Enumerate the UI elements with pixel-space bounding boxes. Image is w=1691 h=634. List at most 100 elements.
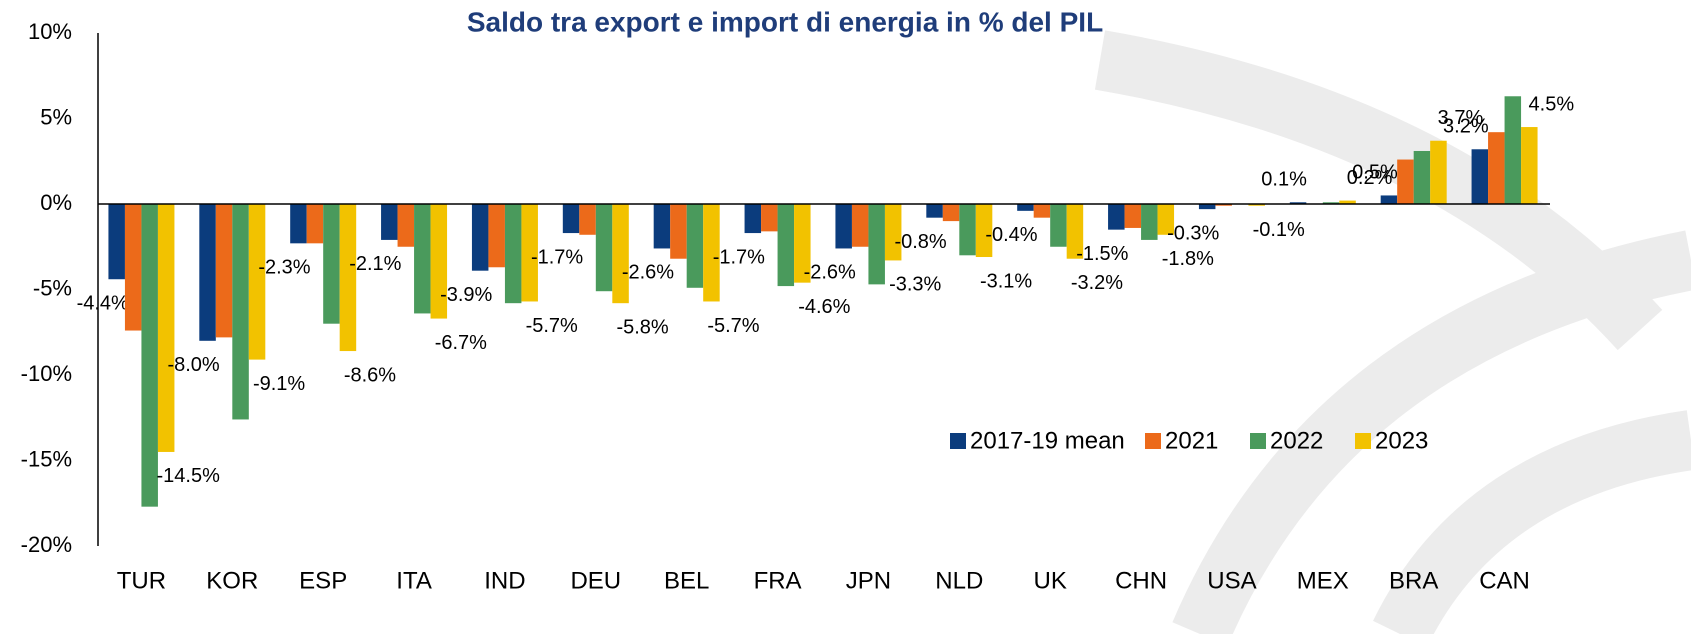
bar	[108, 204, 125, 280]
bar	[595, 204, 613, 292]
data-label: -0.8%	[894, 231, 946, 253]
bar	[1413, 150, 1431, 204]
x-tick-label: ITA	[396, 567, 432, 594]
data-label: 3.7%	[1438, 107, 1484, 129]
data-label: -1.7%	[531, 246, 583, 268]
data-label: -6.7%	[435, 332, 487, 354]
x-tick-label: FRA	[754, 567, 802, 594]
bar	[959, 204, 976, 256]
bar	[1322, 202, 1340, 204]
bar	[761, 204, 778, 232]
bar	[1248, 204, 1265, 206]
data-label: -3.1%	[980, 270, 1032, 292]
x-tick-label: CAN	[1479, 567, 1530, 594]
legend-swatch	[950, 433, 966, 449]
bar	[942, 204, 960, 222]
y-tick-label: -20%	[21, 532, 72, 557]
x-tick-label: USA	[1207, 567, 1256, 594]
bar	[868, 204, 885, 285]
legend-label: 2017-19 mean	[970, 427, 1125, 454]
bar	[777, 204, 795, 287]
legend-swatch	[1250, 433, 1266, 449]
data-label: 3.2%	[1443, 116, 1489, 138]
bar	[653, 204, 671, 249]
data-label: -5.7%	[707, 315, 759, 337]
bar	[215, 204, 233, 338]
data-label: -3.3%	[889, 274, 941, 296]
data-label: -1.5%	[1076, 243, 1128, 265]
data-label: -8.6%	[344, 364, 396, 386]
bar	[1141, 204, 1158, 240]
legend-swatch	[1355, 433, 1371, 449]
y-tick-label: 5%	[40, 104, 72, 129]
bar	[1521, 127, 1538, 204]
bar	[1157, 204, 1175, 235]
data-label: -5.7%	[526, 315, 578, 337]
bar	[562, 204, 580, 234]
bar	[199, 204, 216, 341]
chart-title: Saldo tra export e import di energia in …	[467, 6, 1103, 37]
data-label: -4.4%	[77, 293, 129, 315]
x-tick-label: BEL	[664, 567, 709, 594]
data-label: -1.8%	[1162, 248, 1214, 270]
legend-swatch	[1145, 433, 1161, 449]
bar	[414, 204, 431, 314]
data-label: -14.5%	[157, 465, 221, 487]
bar	[1471, 149, 1489, 204]
bar	[612, 204, 629, 304]
x-tick-label: ESP	[299, 567, 347, 594]
bar	[1108, 204, 1125, 230]
y-tick-label: -5%	[33, 275, 72, 300]
bar	[1033, 204, 1051, 218]
data-label: -9.1%	[253, 373, 305, 395]
bar	[430, 204, 448, 319]
data-label: -2.3%	[258, 257, 310, 279]
data-label: -5.8%	[616, 316, 668, 338]
bar	[1380, 195, 1398, 204]
data-label: -2.6%	[622, 262, 674, 284]
bar	[835, 204, 852, 249]
legend-label: 2022	[1270, 427, 1323, 454]
bar	[339, 204, 357, 352]
bar	[744, 204, 762, 234]
bar	[794, 204, 811, 283]
x-tick-label: UK	[1034, 567, 1067, 594]
bar	[1504, 96, 1522, 204]
data-label: 0.2%	[1347, 167, 1393, 189]
bar	[1066, 204, 1084, 259]
bar	[926, 204, 943, 218]
data-label: -4.6%	[798, 296, 850, 318]
bar	[884, 204, 902, 261]
y-tick-label: 10%	[28, 19, 72, 44]
bar	[579, 204, 596, 235]
bar	[1017, 204, 1034, 211]
bar	[1430, 140, 1447, 204]
bar	[1397, 159, 1414, 204]
bar	[504, 204, 522, 304]
x-tick-label: BRA	[1389, 567, 1438, 594]
bar	[141, 204, 158, 507]
bar	[124, 204, 142, 331]
data-label: 0.1%	[1261, 169, 1307, 191]
data-label: -3.9%	[440, 284, 492, 306]
legend-label: 2023	[1375, 427, 1428, 454]
data-label: -0.1%	[1253, 219, 1305, 241]
bar	[306, 204, 324, 244]
x-tick-label: CHN	[1115, 567, 1167, 594]
bar	[1215, 204, 1232, 206]
x-tick-label: TUR	[117, 567, 166, 594]
y-tick-label: -15%	[21, 446, 72, 471]
x-tick-label: IND	[484, 567, 525, 594]
data-label: -0.4%	[985, 224, 1037, 246]
bar	[157, 204, 175, 452]
bar	[471, 204, 489, 271]
data-label: -2.1%	[349, 253, 401, 275]
legend-label: 2021	[1165, 427, 1218, 454]
data-label: 4.5%	[1529, 93, 1575, 115]
x-tick-label: MEX	[1297, 567, 1349, 594]
bar	[488, 204, 505, 268]
bar	[397, 204, 415, 247]
data-label: -0.3%	[1167, 222, 1219, 244]
x-tick-label: JPN	[846, 567, 891, 594]
